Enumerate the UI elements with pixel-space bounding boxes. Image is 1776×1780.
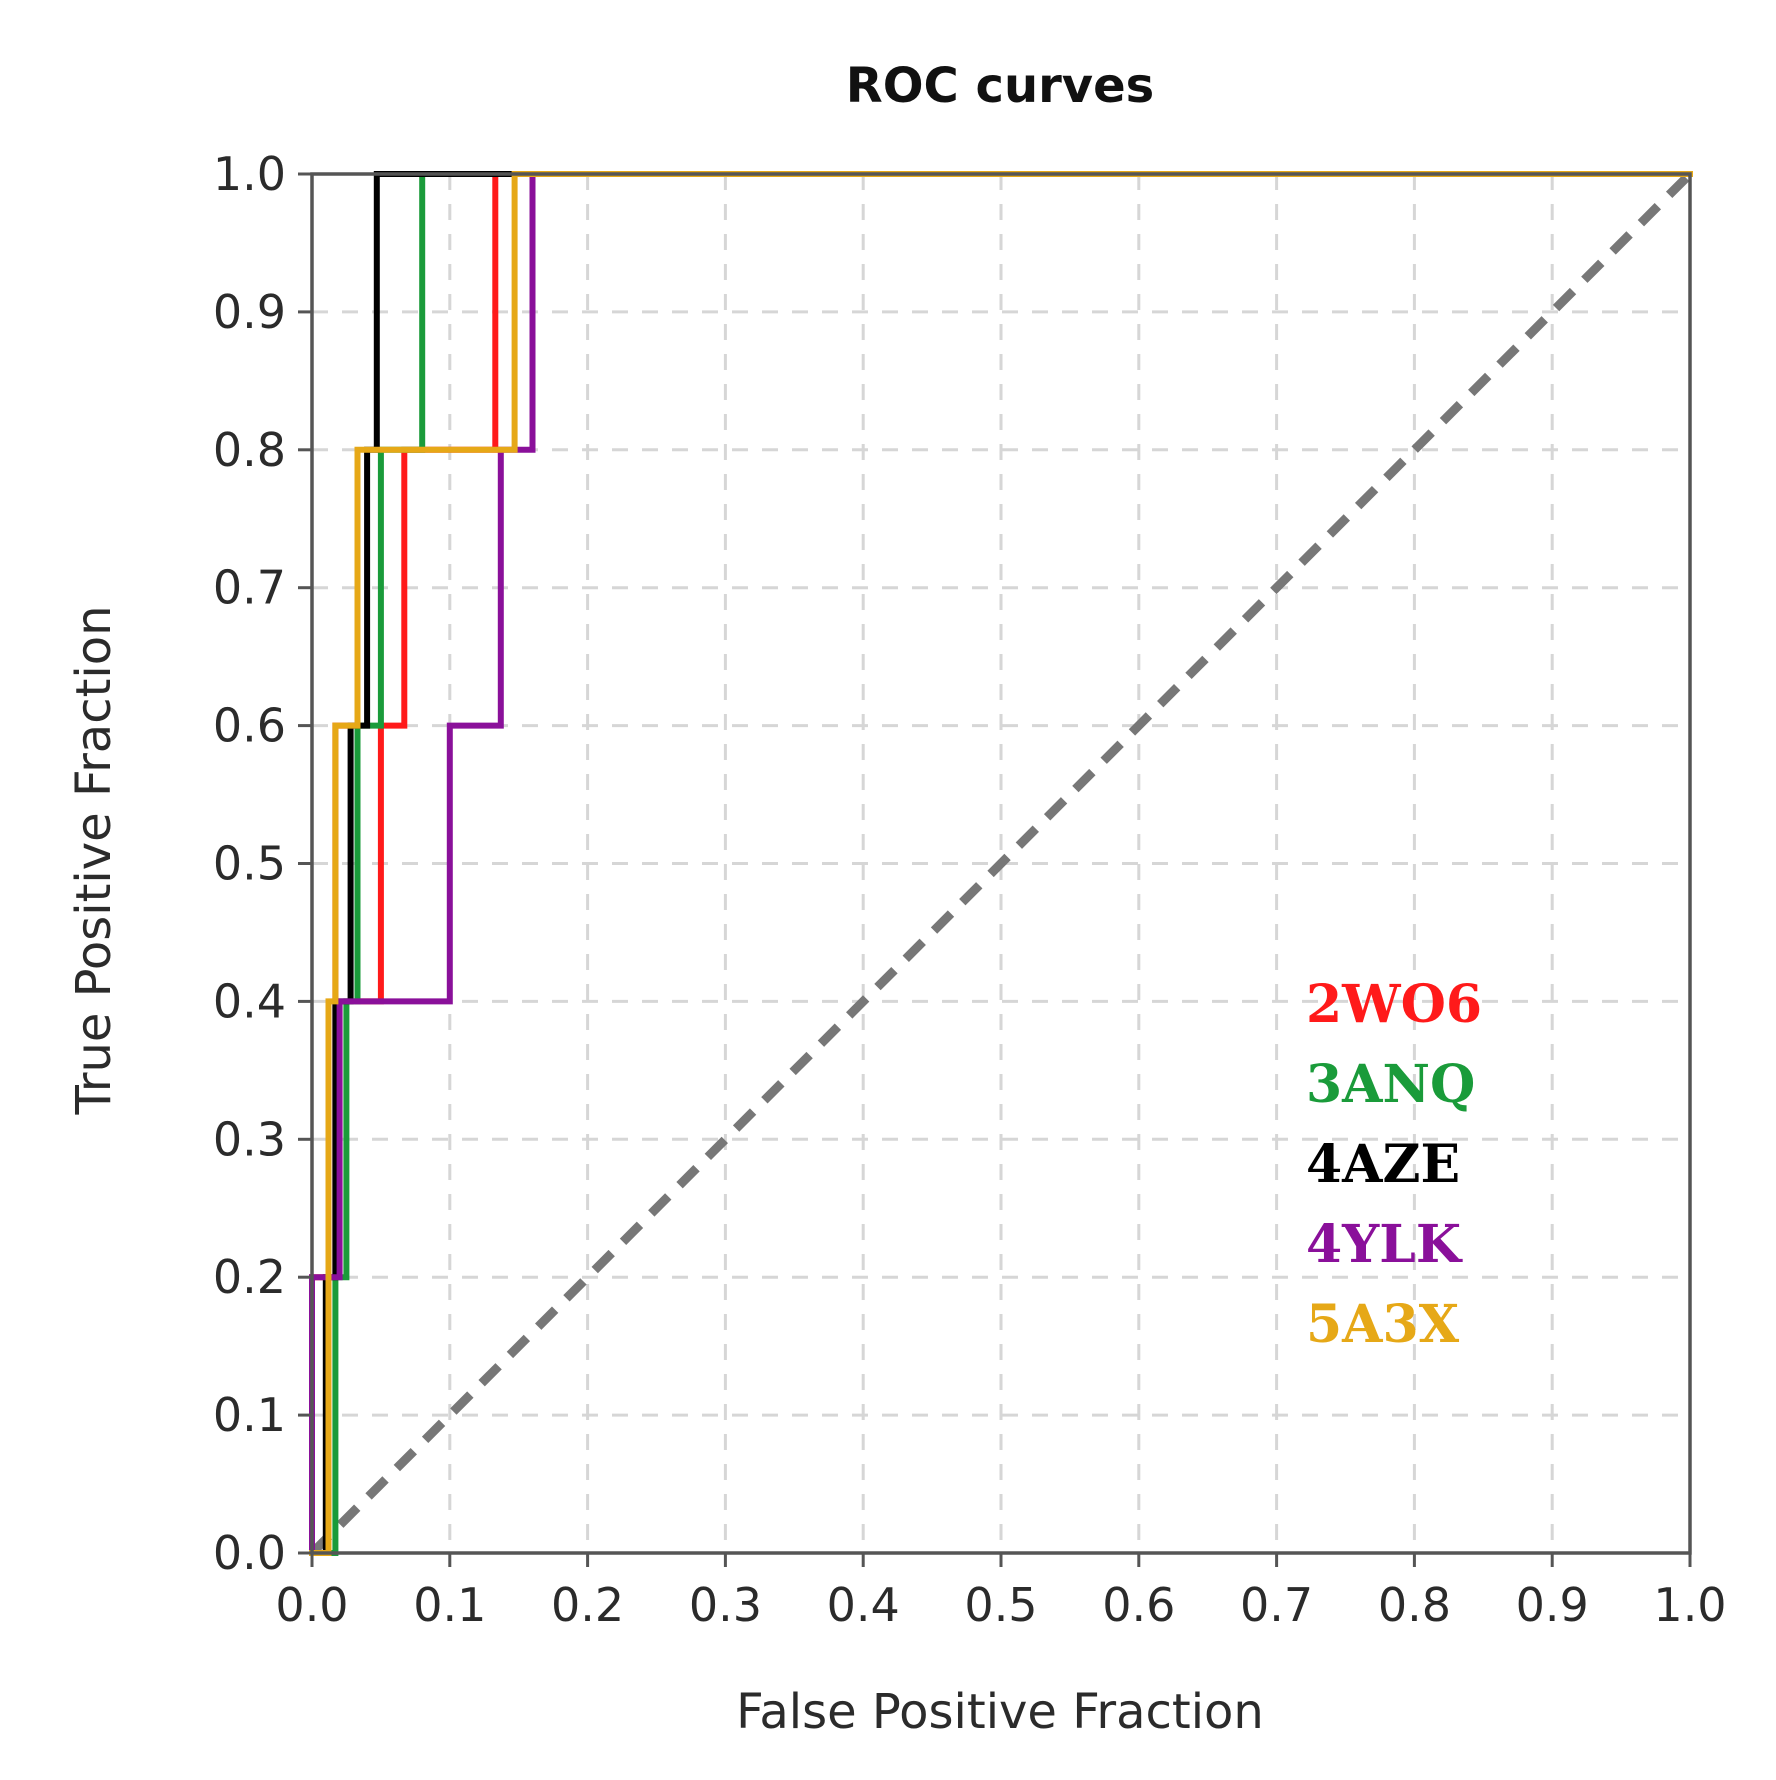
y-tick-label: 0.5	[213, 837, 286, 891]
y-tick-label: 0.8	[213, 423, 286, 477]
y-tick-label: 0.2	[213, 1250, 286, 1304]
x-tick-label: 0.8	[1378, 1578, 1451, 1632]
y-tick-label: 0.0	[213, 1526, 286, 1580]
y-tick-label: 0.7	[213, 561, 286, 615]
y-ticks: 0.0 0.1 0.2 0.3 0.4 0.5 0.6 0.7 0.8 0.9 1.0	[213, 147, 312, 1580]
legend-entry-5a3x: 5A3X	[1306, 1294, 1460, 1355]
legend-entry-3anq: 3ANQ	[1306, 1054, 1475, 1115]
y-tick-label: 0.3	[213, 1112, 286, 1166]
x-tick-label: 0.4	[827, 1578, 900, 1632]
series-line-5a3x	[309, 171, 1693, 1556]
y-tick-label: 1.0	[213, 147, 286, 201]
x-ticks: 0.0 0.1 0.2 0.3 0.4 0.5 0.6 0.7 0.8 0.9 1.0	[275, 1553, 1727, 1632]
x-tick-label: 1.0	[1653, 1578, 1726, 1632]
chart-title: ROC curves	[846, 58, 1154, 114]
x-tick-label: 0.3	[689, 1578, 762, 1632]
y-tick-label: 0.1	[213, 1388, 286, 1442]
legend-entry-4aze: 4AZE	[1306, 1134, 1460, 1195]
x-tick-label: 0.1	[413, 1578, 486, 1632]
series-line-4ylk	[309, 171, 1693, 1556]
x-tick-label: 0.6	[1102, 1578, 1175, 1632]
y-tick-label: 0.9	[213, 285, 286, 339]
legend: 2WO6 3ANQ 4AZE 4YLK 5A3X	[1306, 974, 1482, 1355]
x-tick-label: 0.2	[551, 1578, 624, 1632]
legend-entry-4ylk: 4YLK	[1306, 1214, 1463, 1275]
y-tick-label: 0.4	[213, 974, 286, 1028]
grid	[310, 172, 1692, 1555]
x-tick-label: 0.7	[1240, 1578, 1313, 1632]
legend-entry-2wo6: 2WO6	[1306, 974, 1482, 1035]
x-axis-label: False Positive Fraction	[736, 1684, 1264, 1740]
reference-diagonal	[308, 170, 1694, 1557]
x-tick-label: 0.9	[1516, 1578, 1589, 1632]
x-tick-label: 0.5	[964, 1578, 1037, 1632]
series-layer	[309, 171, 1693, 1556]
y-axis-label: True Positive Fraction	[66, 605, 122, 1115]
x-tick-label: 0.0	[275, 1578, 348, 1632]
y-tick-label: 0.6	[213, 699, 286, 753]
